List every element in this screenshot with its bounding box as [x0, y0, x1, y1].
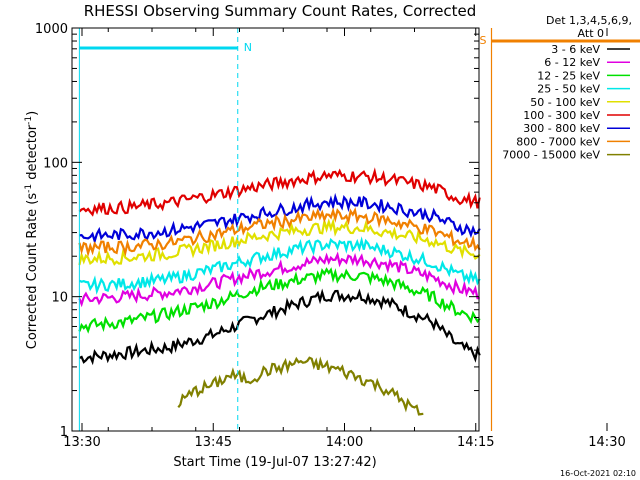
- chart-title: RHESSI Observing Summary Count Rates, Co…: [84, 2, 477, 20]
- legend-label-0: 3 - 6 keV: [551, 43, 600, 56]
- night-label: N: [244, 41, 252, 54]
- legend-header-line1: Det 1,3,4,5,6,9,: [546, 14, 632, 27]
- legend-label-4: 50 - 100 keV: [530, 96, 600, 109]
- y-axis-label-part2: detector: [25, 124, 40, 184]
- series-7-trace-0: [78, 207, 481, 258]
- series-3-trace-0: [78, 236, 481, 295]
- series-1-trace-0: [78, 251, 480, 308]
- series-5-trace-0: [78, 167, 481, 217]
- x-tick-label-0: 13:30: [63, 435, 100, 450]
- legend-label-1: 6 - 12 keV: [544, 56, 600, 69]
- y-tick-label-0: 1: [60, 425, 68, 440]
- legend-label-8: 7000 - 15000 keV: [502, 149, 600, 162]
- y-axis-label: Corrected Count Rate (s-1 detector-1): [24, 111, 40, 349]
- series-0-trace-0: [78, 288, 481, 366]
- plot-frame: [71, 27, 480, 432]
- y-axis-label-sup2: -1: [24, 116, 34, 125]
- x-tick-label-4: 14:30: [588, 435, 625, 450]
- generation-timestamp: 16-Oct-2021 02:10: [560, 469, 636, 478]
- marker-layer: NS: [78, 28, 640, 431]
- y-axis: 1 10 100 1000: [35, 22, 479, 440]
- y-tick-label-1: 10: [51, 291, 68, 306]
- saa-label: S: [480, 34, 487, 47]
- y-tick-label-3: 1000: [35, 22, 68, 37]
- legend-label-2: 12 - 25 keV: [537, 69, 600, 82]
- series-6-trace-0: [79, 192, 481, 245]
- series-8-trace-0: [177, 356, 424, 416]
- x-tick-label-3: 14:15: [457, 435, 494, 450]
- legend-label-7: 800 - 7000 keV: [516, 135, 600, 148]
- series-4-trace-0: [78, 217, 481, 266]
- legend-label-6: 300 - 800 keV: [523, 122, 600, 135]
- legend-header-line2: Att 0: [578, 27, 604, 40]
- y-axis-label-sup1: -1: [24, 184, 34, 193]
- series-layer: [78, 167, 481, 416]
- y-axis-label-part3: ): [25, 111, 40, 116]
- x-axis-label: Start Time (19-Jul-07 13:27:42): [173, 455, 376, 470]
- legend-label-3: 25 - 50 keV: [537, 83, 600, 96]
- series-2-trace-0: [78, 267, 481, 334]
- legend-label-5: 100 - 300 keV: [523, 109, 600, 122]
- x-tick-label-1: 13:45: [195, 435, 232, 450]
- x-tick-label-2: 14:00: [326, 435, 363, 450]
- y-tick-label-2: 100: [43, 156, 68, 171]
- y-axis-label-part1: Corrected Count Rate (s: [25, 193, 40, 350]
